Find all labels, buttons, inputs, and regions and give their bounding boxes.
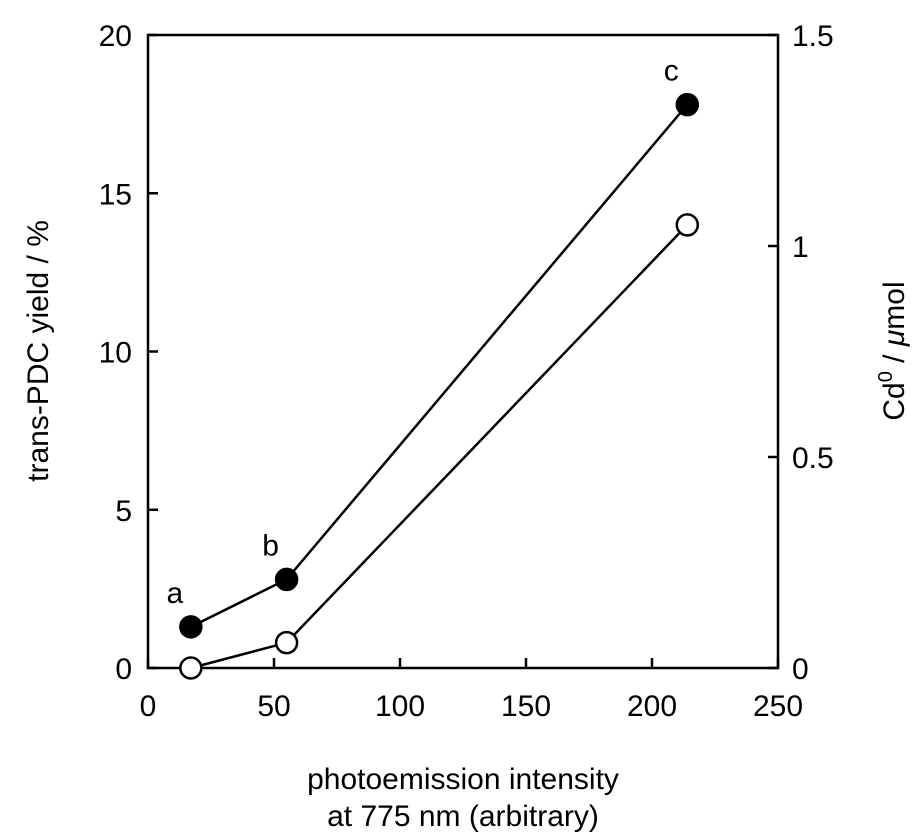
plot-frame [146,33,780,670]
y-tick-label: 0 [115,653,132,686]
x-tick-label: 250 [753,690,803,723]
series-2-point [274,630,299,655]
y-tick-label: 15 [99,178,132,211]
x-tick-label: 100 [375,690,425,723]
y2-tick-label: 0.5 [792,442,834,475]
series-1-point [675,92,700,117]
y2-tick-label: 1.5 [792,20,834,53]
y2-axis-title-rest: mol [878,281,911,329]
series-2-point [675,213,700,237]
series-2-point [179,656,203,680]
y2-tick-label: 1 [792,231,809,264]
y2-axis-ticks: 0 0.5 1 1.5 [768,20,834,686]
point-label-a: a [166,577,183,610]
x-tick-label: 200 [627,690,677,723]
series-layer [179,92,700,680]
y2-axis-title-main: Cd [878,382,911,420]
x-axis-title-line1: photoemission intensity [307,763,619,796]
x-axis-ticks: 0 50 100 150 200 250 [140,658,803,723]
y2-axis-title-sup: 0 [875,371,897,382]
y-axis-title: trans-PDC yield / % [22,220,55,482]
y2-tick-label: 0 [792,653,809,686]
y-tick-label: 20 [99,20,132,53]
annotation-layer: a b c [166,55,678,610]
x-axis-title-line2: at 775 nm (arbitrary) [327,800,599,833]
y2-axis-title: Cd0 / μmol [875,281,911,420]
point-label-b: b [262,529,279,562]
y2-axis-title-mu: μ [878,330,911,347]
x-tick-label: 50 [257,690,290,723]
point-label-c: c [664,55,679,88]
x-tick-label: 0 [140,690,157,723]
y2-axis-title-sep: / [878,346,911,371]
y-tick-label: 10 [99,337,132,370]
x-tick-label: 150 [501,690,551,723]
series-1-point [179,615,203,639]
y-axis-ticks: 0 5 10 15 20 [99,20,158,686]
series-2-line [190,224,689,670]
y-tick-label: 5 [115,495,132,528]
series-1-point [274,567,299,592]
